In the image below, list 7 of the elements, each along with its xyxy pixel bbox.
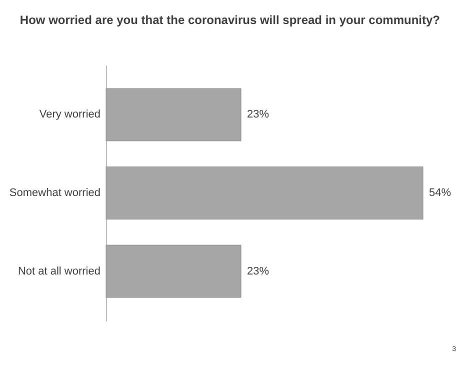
data-label: 23% — [247, 108, 270, 121]
chart-title: How worried are you that the coronavirus will spread in your community? — [20, 13, 440, 27]
data-label: 23% — [247, 265, 270, 278]
y-tick-label: Not at all worried — [18, 265, 100, 278]
data-label: 54% — [429, 187, 452, 199]
y-tick-label: Very worried — [39, 108, 100, 121]
y-tick-label: Somewhat worried — [9, 187, 100, 199]
